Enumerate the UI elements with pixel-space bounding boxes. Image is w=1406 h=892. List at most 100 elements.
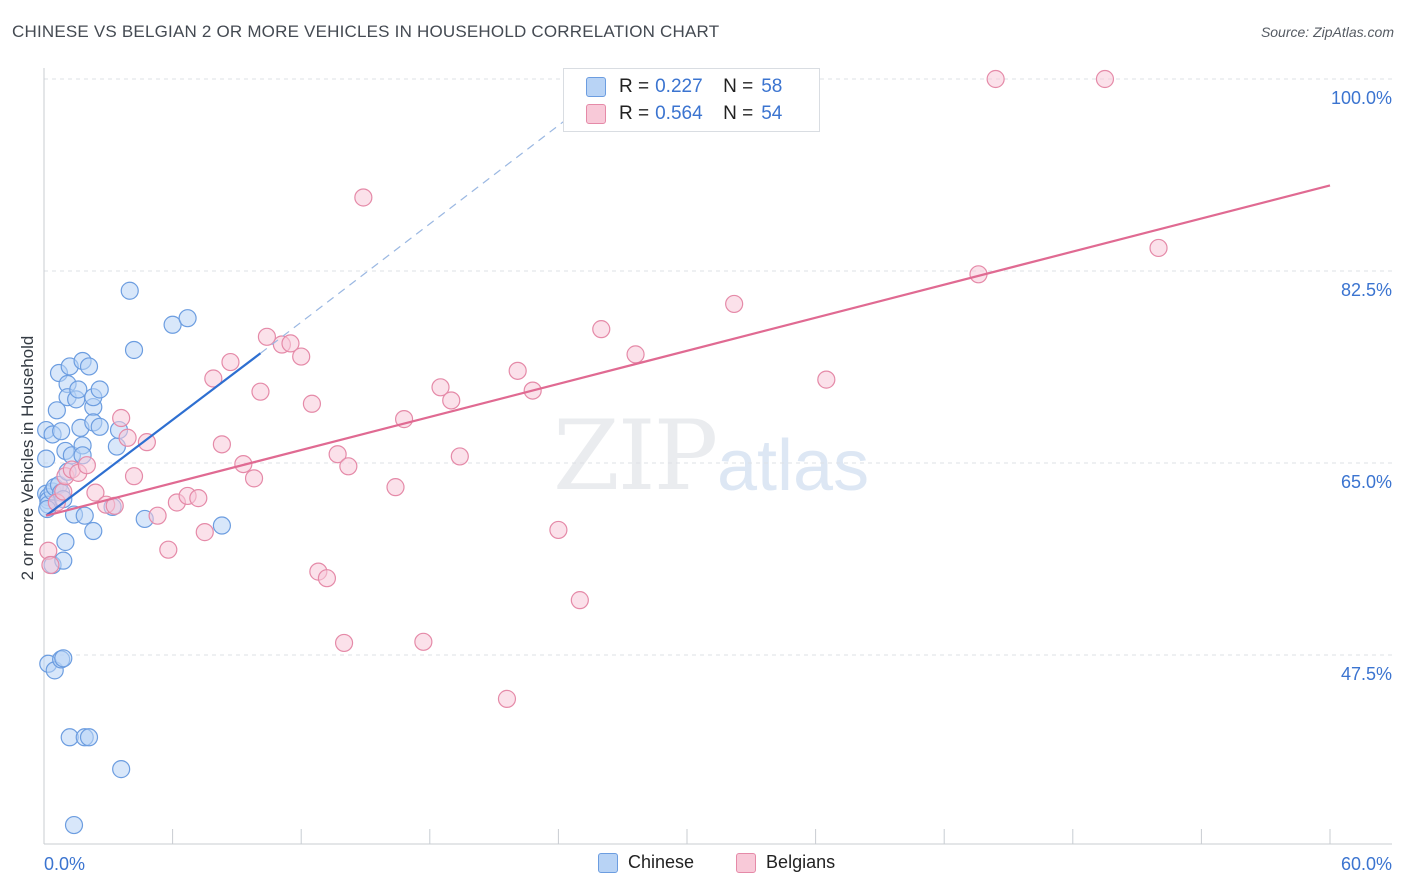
legend-label-belgians: Belgians [766, 852, 836, 872]
data-point [431, 378, 450, 397]
legend-item-belgians[interactable]: Belgians [736, 852, 835, 873]
y-tick-label: 47.5% [1341, 664, 1392, 684]
legend-r-value: 0.227 [655, 76, 703, 97]
data-point [302, 394, 322, 413]
data-point [725, 294, 744, 314]
legend-row-belgians: R = 0.564 N = 54 [586, 102, 782, 126]
legend-n-value: 54 [761, 103, 783, 124]
legend-row-chinese: R = 0.227 N = 58 [586, 75, 782, 99]
data-point [354, 188, 373, 207]
chart-title: CHINESE VS BELGIAN 2 OR MORE VEHICLES IN… [12, 22, 720, 41]
data-point [817, 370, 836, 389]
data-point [159, 540, 178, 559]
legend-r-value: 0.564 [655, 103, 703, 124]
data-point [257, 327, 277, 346]
data-point [626, 345, 645, 364]
data-point [292, 347, 311, 366]
legend-swatch-chinese [598, 852, 618, 873]
legend-n-label: N = [723, 103, 754, 124]
data-point [1149, 238, 1168, 258]
watermark-zip: ZIP [553, 400, 718, 512]
data-point [334, 633, 354, 653]
data-point [221, 352, 240, 372]
data-point [52, 422, 71, 441]
data-point [549, 520, 568, 540]
legend-n-label: N = [723, 76, 754, 97]
source-label: Source: ZipAtlas.com [1260, 24, 1394, 40]
data-point [414, 632, 433, 651]
trend-line-chinese-extension [260, 100, 591, 354]
data-point [77, 456, 96, 475]
data-point [1095, 69, 1115, 89]
data-point [189, 489, 208, 508]
stats-legend: R = 0.227 N = 58 R = 0.564 N = 54 [563, 68, 820, 132]
data-point [251, 382, 270, 401]
y-tick-labels: 47.5% 65.0% 82.5% 100.0% [1331, 88, 1392, 684]
data-point [118, 428, 137, 447]
legend-swatch-belgians [736, 852, 757, 873]
data-point [497, 689, 517, 708]
data-point [86, 483, 105, 502]
data-point [84, 521, 103, 541]
data-point [79, 357, 99, 376]
watermark-atlas: atlas [717, 426, 870, 506]
legend-r-label: R = [619, 103, 650, 124]
legend-n-value: 58 [761, 76, 783, 97]
x-tick-label: 60.0% [1341, 854, 1392, 874]
data-point [69, 380, 88, 399]
data-point [178, 309, 197, 328]
trend-lines [45, 100, 1331, 517]
x-ticks [43, 829, 1331, 844]
legend-label-chinese: Chinese [628, 852, 695, 872]
data-point [328, 445, 347, 464]
data-point [75, 506, 94, 525]
data-point [281, 334, 300, 353]
series-belgians [39, 69, 1168, 708]
data-point [148, 506, 167, 525]
x-tick-label: 0.0% [44, 854, 85, 874]
legend-swatch-chinese [586, 77, 606, 97]
data-point [90, 380, 109, 399]
data-point [442, 391, 461, 410]
data-point [986, 69, 1005, 89]
data-point [195, 523, 214, 542]
data-point [120, 281, 139, 300]
data-point [212, 516, 231, 535]
data-point [244, 469, 264, 488]
series-legend: Chinese Belgians [598, 852, 877, 873]
data-point [79, 728, 99, 747]
data-point [137, 433, 156, 452]
data-point [124, 340, 144, 360]
y-tick-label: 100.0% [1331, 88, 1392, 108]
legend-item-chinese[interactable]: Chinese [598, 852, 694, 873]
x-tick-labels: 0.0% 60.0% [44, 854, 1392, 874]
grid-lines [44, 78, 1392, 656]
data-point [90, 417, 109, 436]
y-tick-label: 65.0% [1341, 472, 1392, 492]
data-point [450, 447, 469, 466]
data-point [64, 815, 84, 835]
data-point [54, 649, 73, 668]
data-point [317, 569, 337, 588]
data-point [124, 467, 144, 486]
data-point [112, 760, 131, 779]
legend-swatch-belgians [586, 104, 606, 124]
data-point [204, 369, 223, 388]
data-point [163, 315, 182, 334]
data-point [56, 532, 75, 552]
data-point [37, 449, 56, 468]
data-point [508, 361, 527, 380]
trend-line-chinese [45, 352, 262, 517]
data-point [112, 408, 131, 428]
series-chinese [37, 281, 231, 835]
trend-line-belgians [45, 184, 1331, 517]
data-point [386, 478, 405, 497]
y-tick-label: 82.5% [1341, 280, 1392, 300]
legend-r-label: R = [619, 76, 650, 97]
data-point [570, 591, 589, 610]
data-point [212, 435, 231, 454]
data-point [592, 320, 611, 339]
data-point [339, 457, 358, 476]
data-point [41, 555, 60, 575]
